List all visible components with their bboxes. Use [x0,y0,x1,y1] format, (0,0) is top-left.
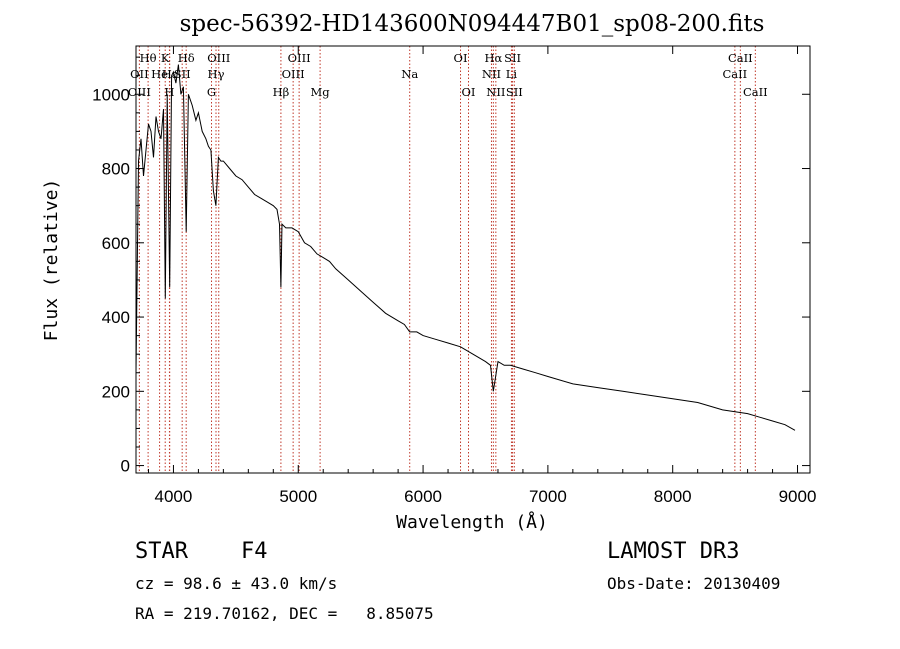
spectral-line-label: SII [504,51,521,65]
spectral-line-label: He [151,67,168,81]
redshift-readout: cz = 98.6 ± 43.0 km/s [135,574,338,593]
spectral-line-label: NII [486,85,505,99]
spectral-line-label: Hβ [273,85,290,99]
x-tick-label: 4000 [155,487,193,506]
spectral-line-label: Hγ [208,67,225,81]
spectral-line-label: OIII [288,51,311,65]
spectral-line-label: NII [482,67,501,81]
x-tick-label: 9000 [779,487,817,506]
spectral-line-label: Mg [311,85,331,99]
y-tick-label: 1000 [92,85,130,104]
chart-title: spec-56392-HD143600N094447B01_sp08-200.f… [180,11,765,37]
x-tick-label: 7000 [529,487,567,506]
x-axis-label: Wavelength (Å) [396,511,548,533]
object-subclass: F4 [241,539,268,564]
spectral-line-label: Li [506,67,518,81]
spectral-line-label: G [207,85,216,99]
spectral-line-label: OIII [207,51,230,65]
x-tick-label: 6000 [404,487,442,506]
spectral-line-label: Hα [484,51,502,65]
spectral-line-label: Hε [162,67,178,81]
spectral-line-label: Hθ [140,51,157,65]
spectral-line-label: CaII [743,85,768,99]
spectral-line-label: CaII [728,51,753,65]
spectral-line-label: Na [401,67,418,81]
y-tick-label: 200 [102,382,130,401]
plot-frame [135,45,811,474]
survey-name: LAMOST DR3 [607,539,740,564]
spectral-line-label: CaII [722,67,747,81]
spectral-line-label: SII [506,85,523,99]
y-tick-label: 600 [102,234,130,253]
spectrum-series-line [135,64,796,431]
spectral-line-label: OI [462,85,476,99]
x-tick-label: 8000 [654,487,692,506]
spectral-line-label: OII [130,67,149,81]
spectral-line-label: OIII [282,67,305,81]
object-class: STAR [135,539,188,564]
axis-ticks: 4000 5000 6000 7000 8000 9000 0 200 400 600 800 100… [92,46,816,506]
spectral-line-label: Hδ [178,51,195,65]
spectral-line-markers [138,46,756,473]
spectral-line-label: OI [454,51,468,65]
y-axis-label: Flux (relative) [41,179,62,342]
x-tick-label: 5000 [279,487,317,506]
y-tick-label: 400 [102,308,130,327]
y-tick-label: 800 [102,160,130,179]
observation-date: Obs-Date: 20130409 [607,574,781,593]
coordinates-readout: RA = 219.70162, DEC = 8.85075 [135,604,434,623]
spectral-line-label: OIII [128,85,151,99]
y-tick-label: 0 [121,457,130,476]
spectral-line-label: H [164,85,174,99]
spectral-line-label: K [161,51,170,65]
